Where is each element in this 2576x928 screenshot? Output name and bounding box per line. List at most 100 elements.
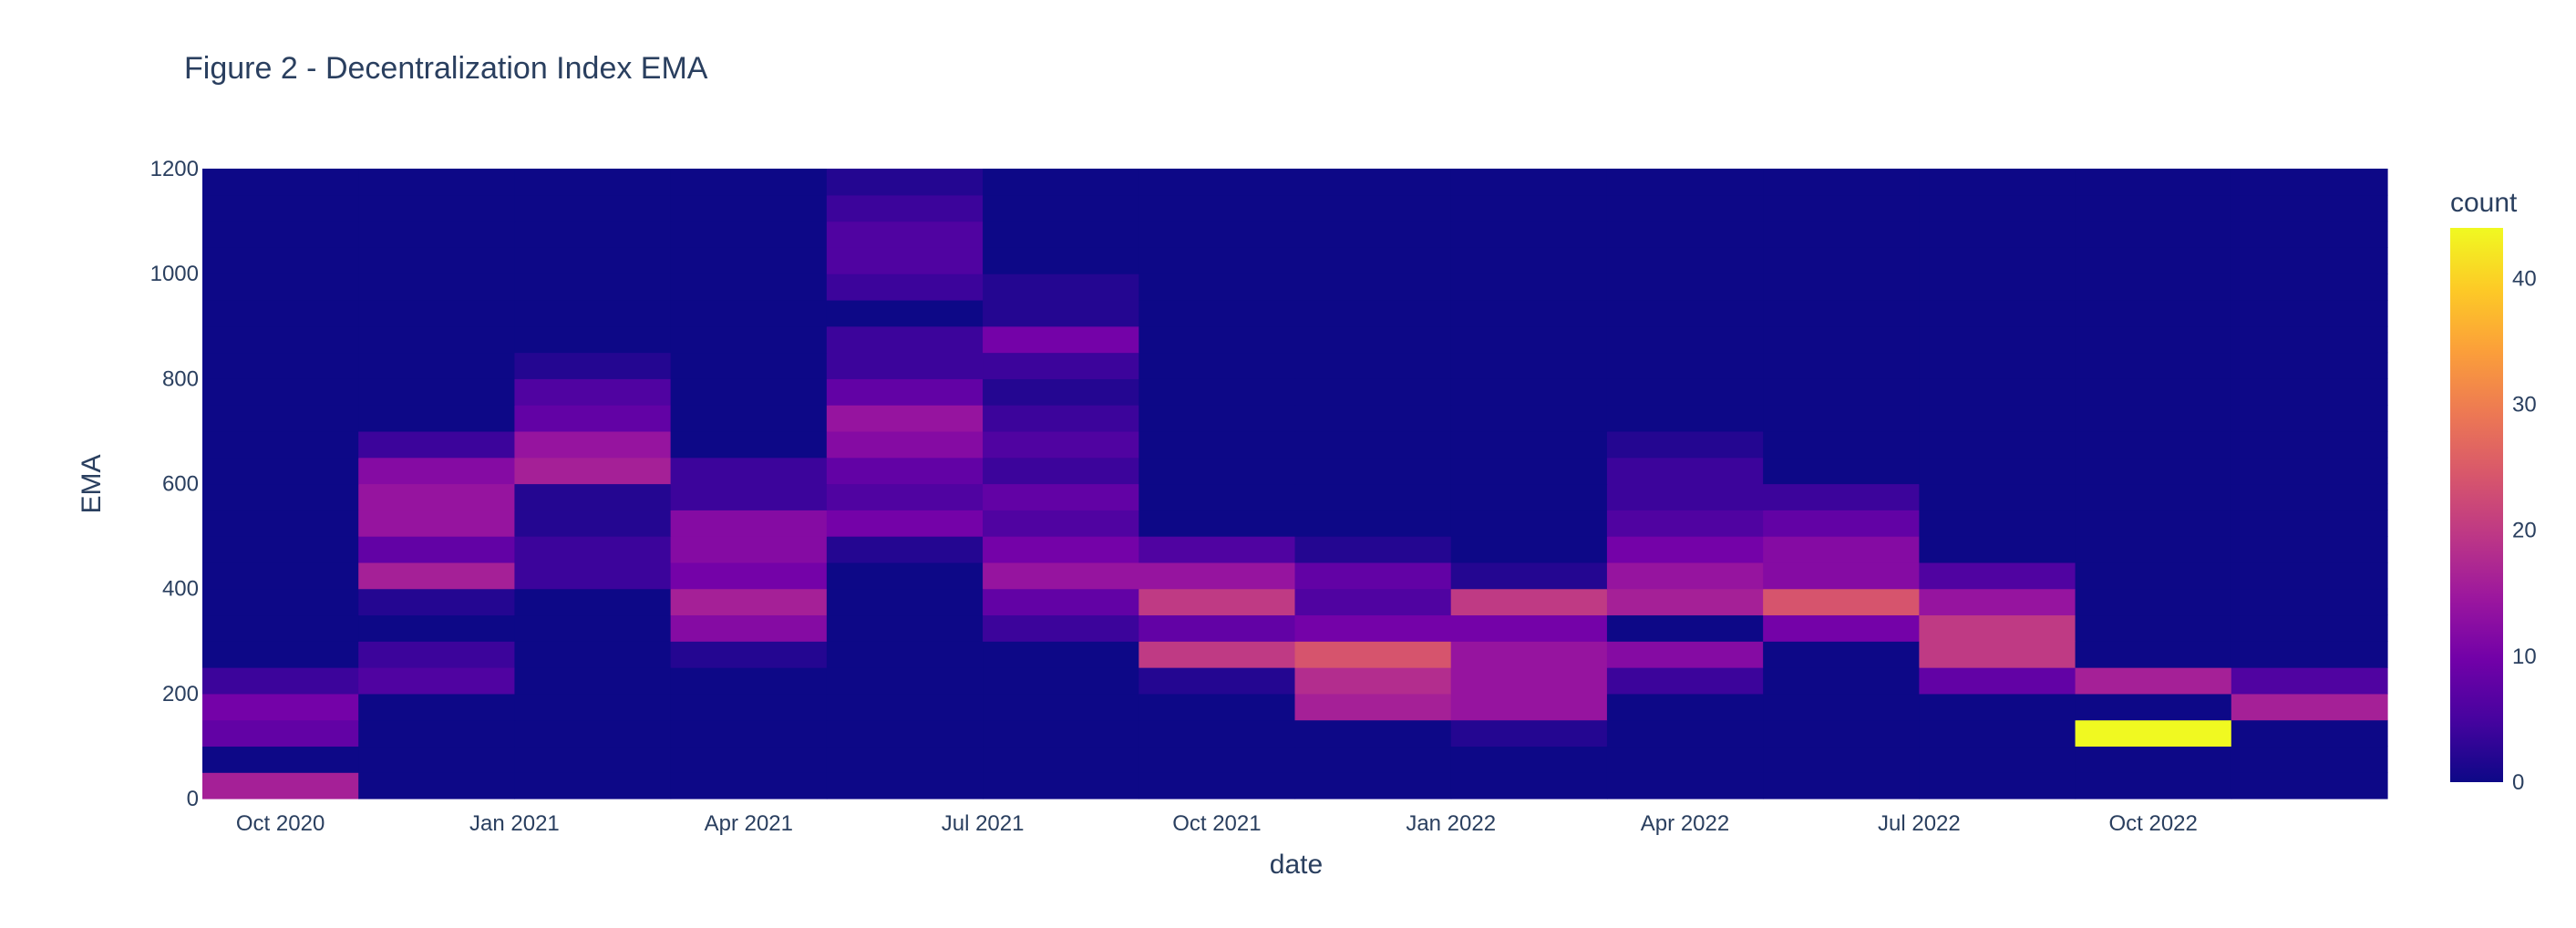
y-tick-label: 800 (162, 366, 199, 391)
heatmap-cell (1763, 430, 1920, 459)
heatmap-cell (1139, 299, 1296, 327)
heatmap-cell (202, 299, 359, 327)
heatmap-cell (1139, 562, 1296, 590)
heatmap-cell (1606, 457, 1764, 485)
colorbar-title: count (2450, 188, 2518, 218)
heatmap-cell (202, 772, 359, 799)
heatmap-cell (514, 430, 672, 459)
heatmap-cell (1919, 772, 2076, 799)
heatmap-cell (514, 562, 672, 590)
heatmap-cell (2075, 641, 2232, 668)
heatmap-cell (358, 510, 516, 537)
heatmap-cell (1450, 221, 1608, 248)
heatmap-cell (514, 693, 672, 721)
heatmap-cell (1139, 378, 1296, 406)
heatmap-cell (670, 325, 828, 354)
heatmap-cell (1139, 483, 1296, 510)
heatmap-cell (358, 483, 516, 510)
heatmap-cell (1919, 299, 2076, 327)
heatmap-cell (1294, 169, 1452, 196)
heatmap-cell (1294, 693, 1452, 721)
heatmap-cell (1450, 247, 1608, 274)
heatmap-cell (2231, 378, 2388, 406)
heatmap-cell (826, 378, 984, 406)
heatmap-cell (1294, 273, 1452, 301)
heatmap-cell (514, 746, 672, 773)
heatmap-cell (1763, 457, 1920, 485)
heatmap-cell (2231, 169, 2388, 196)
heatmap-cell (358, 667, 516, 695)
heatmap-cell (2075, 562, 2232, 590)
heatmap-cell (1450, 536, 1608, 563)
heatmap-cell (826, 405, 984, 432)
heatmap-cell (826, 325, 984, 354)
heatmap-cell (1294, 352, 1452, 379)
heatmap-cell (1606, 221, 1764, 248)
heatmap-cell (514, 483, 672, 510)
y-axis-ticks: 0 200 400 600 800 1000 1200 (150, 157, 199, 811)
heatmap-cell (1139, 588, 1296, 616)
heatmap-cell (2231, 562, 2388, 590)
heatmap-cell (983, 719, 1139, 748)
heatmap-cell (514, 457, 672, 485)
heatmap-cell (1919, 641, 2076, 668)
heatmap-cell (1450, 194, 1608, 222)
heatmap-cell (826, 483, 984, 510)
heatmap-cell (514, 221, 672, 248)
heatmap-cell (983, 194, 1139, 222)
heatmap-cell (2231, 614, 2388, 642)
heatmap-cell (1294, 746, 1452, 773)
y-tick-label: 400 (162, 577, 199, 602)
heatmap-cell (202, 430, 359, 459)
heatmap-cell (1606, 299, 1764, 327)
heatmap-cell (670, 746, 828, 773)
heatmap-cell (1919, 378, 2076, 406)
heatmap-cell (1763, 693, 1920, 721)
heatmap-cell (1139, 221, 1296, 248)
heatmap-cell (2231, 352, 2388, 379)
heatmap-cell (1606, 169, 1764, 196)
x-tick-label: Apr 2021 (705, 811, 793, 836)
heatmap-cell (983, 667, 1139, 695)
heatmap-cell (514, 378, 672, 406)
heatmap-cell (2231, 194, 2388, 222)
heatmap-cell (1606, 430, 1764, 459)
heatmap-cell (202, 273, 359, 301)
heatmap-cell (826, 614, 984, 642)
heatmap-cell (1450, 483, 1608, 510)
heatmap-cell (202, 169, 359, 196)
heatmap-cell (1763, 641, 1920, 668)
heatmap-cell (2231, 588, 2388, 616)
heatmap-cell (514, 247, 672, 274)
heatmap-cell (514, 614, 672, 642)
heatmap-cell (1139, 719, 1296, 748)
heatmap-cell (202, 614, 359, 642)
heatmap-cell (358, 719, 516, 748)
heatmap-cell (514, 536, 672, 563)
colorbar-tick-label: 0 (2512, 770, 2524, 795)
heatmap-cell (202, 483, 359, 510)
heatmap-cell (202, 247, 359, 274)
heatmap-cell (670, 378, 828, 406)
heatmap-cell (670, 457, 828, 485)
heatmap-cell (670, 614, 828, 642)
heatmap-cell (1606, 641, 1764, 668)
heatmap-cells (202, 169, 2388, 799)
heatmap-cell (358, 194, 516, 222)
heatmap-cell (1919, 247, 2076, 274)
heatmap-cell (514, 510, 672, 537)
heatmap-cell (670, 430, 828, 459)
heatmap-cell (983, 299, 1139, 327)
heatmap-cell (1294, 772, 1452, 799)
heatmap-cell (1763, 719, 1920, 748)
heatmap-cell (514, 719, 672, 748)
heatmap-cell (2231, 483, 2388, 510)
heatmap-cell (1763, 325, 1920, 354)
heatmap-cell (670, 772, 828, 799)
heatmap-cell (358, 247, 516, 274)
heatmap-cell (826, 221, 984, 248)
heatmap-cell (2231, 325, 2388, 354)
heatmap-cell (1450, 352, 1608, 379)
heatmap-cell (670, 562, 828, 590)
heatmap-cell (983, 169, 1139, 196)
